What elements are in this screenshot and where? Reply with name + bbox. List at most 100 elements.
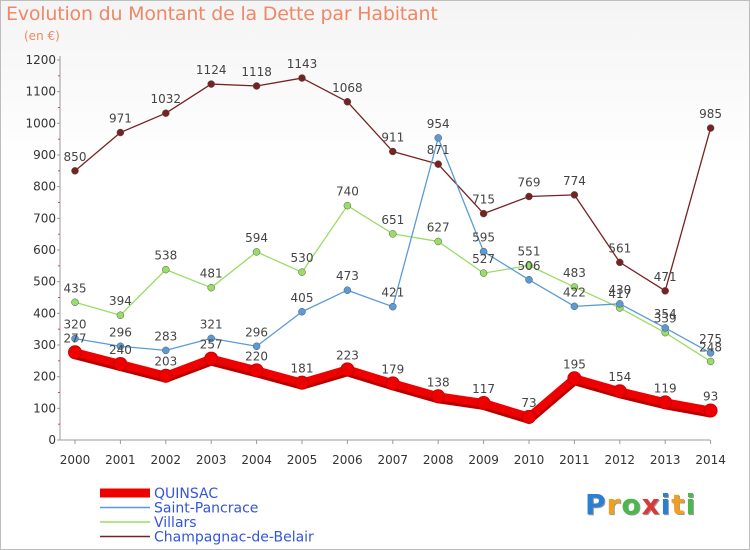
data-label: 954	[427, 117, 450, 131]
data-label: 422	[563, 285, 586, 299]
data-point	[706, 349, 715, 357]
proxiti-logo: Proxiti	[585, 488, 696, 521]
data-label: 435	[64, 281, 87, 295]
logo-letter: o	[621, 488, 642, 521]
y-tick-label: 200	[33, 370, 56, 384]
data-point	[113, 357, 128, 371]
data-label: 481	[200, 267, 223, 281]
data-label: 871	[427, 143, 450, 157]
data-label: 181	[291, 362, 314, 376]
data-label: 203	[154, 355, 177, 369]
x-tick-label: 2014	[695, 453, 726, 467]
y-tick-label: 400	[33, 306, 56, 320]
data-label: 595	[472, 231, 495, 245]
data-label: 117	[472, 382, 495, 396]
data-point	[431, 389, 446, 404]
data-label: 138	[427, 375, 450, 389]
data-point	[162, 109, 170, 117]
data-label: 430	[608, 283, 631, 297]
x-tick-label: 2001	[105, 453, 136, 467]
y-tick-label: 1000	[25, 116, 56, 130]
data-point	[570, 302, 579, 311]
data-label: 1124	[196, 63, 227, 77]
legend-label: Villars	[154, 515, 197, 531]
series-points	[68, 74, 718, 424]
x-tick-label: 2002	[151, 453, 182, 467]
x-tick-label: 2010	[514, 453, 545, 467]
data-label: 538	[154, 249, 177, 263]
data-label: 296	[109, 325, 132, 339]
data-point	[207, 283, 215, 292]
data-label: 275	[699, 332, 722, 346]
data-point	[207, 334, 215, 343]
data-label: 354	[654, 307, 677, 321]
data-point	[252, 248, 261, 256]
data-point	[570, 283, 579, 291]
logo-letter: t	[671, 488, 686, 521]
data-point	[249, 363, 264, 378]
y-tick-label: 0	[48, 433, 56, 447]
data-point	[71, 298, 79, 306]
data-point	[525, 192, 533, 201]
x-tick-label: 2003	[196, 453, 227, 467]
data-point	[116, 128, 125, 137]
legend-label: QUINSAC	[154, 486, 218, 502]
y-tick-label: 900	[33, 148, 56, 162]
data-label: 530	[291, 251, 314, 265]
data-label: 405	[291, 291, 314, 305]
x-tick-label: 2005	[287, 453, 318, 467]
data-point	[389, 230, 397, 238]
data-point	[116, 311, 125, 319]
data-label: 223	[336, 348, 359, 362]
data-label: 594	[245, 231, 268, 245]
data-point	[295, 375, 309, 390]
data-point	[434, 160, 442, 168]
chart-title: Evolution du Montant de la Dette par Hab…	[6, 3, 438, 25]
y-tick-label: 1200	[25, 53, 56, 67]
data-label: 73	[521, 396, 536, 410]
y-tick-label: 1100	[25, 85, 56, 99]
data-label: 651	[381, 213, 404, 227]
data-point	[706, 124, 715, 132]
data-point	[162, 265, 170, 274]
x-tick-label: 2000	[60, 453, 91, 467]
data-labels: 850 971 1032 1124 1118 1143 1068 911 871 715 769 77…	[64, 57, 723, 410]
x-tick-label: 2012	[605, 453, 636, 467]
data-label: 769	[518, 175, 541, 189]
y-tick-label: 300	[33, 338, 56, 352]
data-point	[570, 191, 579, 199]
data-label: 774	[563, 174, 586, 188]
data-point	[389, 302, 397, 311]
data-label: 471	[654, 270, 677, 284]
data-point	[434, 134, 442, 142]
data-label: 1143	[287, 57, 318, 71]
data-label: 473	[336, 269, 359, 283]
data-point	[252, 82, 261, 90]
data-point	[522, 409, 536, 424]
data-label: 417	[608, 287, 631, 301]
data-label: 971	[109, 112, 132, 126]
data-label: 715	[472, 193, 495, 207]
data-label: 277	[64, 331, 87, 345]
logo-letter: r	[606, 488, 622, 521]
data-point	[479, 269, 488, 277]
data-label: 240	[109, 343, 132, 357]
data-point	[71, 167, 79, 175]
data-point	[706, 357, 715, 366]
data-point	[68, 345, 82, 360]
data-label: 296	[245, 325, 268, 339]
x-tick-label: 2007	[378, 453, 409, 467]
data-point	[616, 258, 624, 267]
data-point	[252, 342, 261, 351]
x-tick-label: 2009	[468, 453, 499, 467]
data-label: 850	[64, 150, 87, 164]
logo-letter: x	[641, 488, 661, 521]
data-label: 154	[608, 370, 631, 384]
data-label: 551	[518, 245, 541, 259]
data-label: 1032	[151, 92, 182, 106]
data-point	[385, 376, 400, 391]
data-point	[476, 395, 491, 410]
data-point	[162, 346, 170, 355]
data-point	[479, 247, 488, 256]
